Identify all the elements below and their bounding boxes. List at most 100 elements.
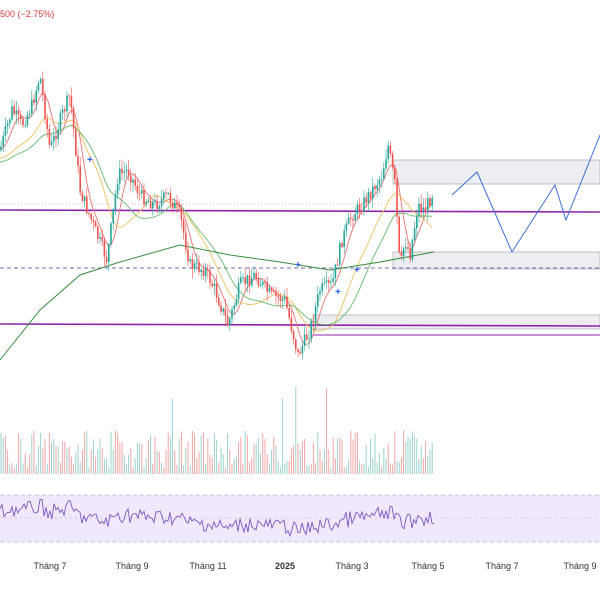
volume-bar bbox=[165, 449, 167, 474]
volume-bar bbox=[59, 462, 61, 474]
candle-body bbox=[147, 200, 150, 202]
volume-bar bbox=[70, 456, 72, 474]
volume-bar bbox=[110, 431, 112, 474]
moving-averages bbox=[0, 93, 435, 361]
candle-body bbox=[160, 198, 163, 207]
volume-bar bbox=[257, 438, 259, 474]
candle-body bbox=[94, 221, 97, 227]
volume-bar bbox=[326, 388, 328, 474]
volume-bar bbox=[95, 456, 97, 474]
volume-bar bbox=[308, 466, 310, 474]
volume-bar bbox=[136, 443, 138, 474]
level-line bbox=[0, 209, 600, 213]
candle-body bbox=[127, 169, 130, 176]
candle-body bbox=[270, 288, 273, 291]
volume-bar bbox=[381, 466, 383, 474]
volume-bar bbox=[55, 445, 57, 474]
candle-body bbox=[222, 308, 224, 312]
volume-bar bbox=[312, 442, 314, 474]
x-tick-label: Tháng 9 bbox=[115, 561, 148, 571]
volume-bar bbox=[121, 442, 123, 474]
candle-body bbox=[286, 296, 288, 308]
signal-marker-icon: + bbox=[335, 287, 341, 298]
volume-bar bbox=[37, 445, 39, 474]
candle-body bbox=[339, 243, 341, 265]
candle-body bbox=[427, 198, 429, 212]
candle-body bbox=[125, 169, 128, 172]
candle-body bbox=[198, 262, 200, 273]
volume-bar bbox=[361, 463, 363, 474]
candle-body bbox=[185, 232, 187, 250]
candle-body bbox=[209, 270, 211, 284]
volume-bar bbox=[295, 386, 297, 474]
projection-path bbox=[451, 134, 600, 254]
volume-bar bbox=[400, 457, 402, 474]
volume-bar bbox=[396, 460, 398, 474]
candle-body bbox=[385, 159, 387, 169]
volume-bar bbox=[383, 448, 385, 474]
volume-bar bbox=[196, 458, 198, 474]
candle-body bbox=[196, 262, 198, 264]
volume-bar bbox=[132, 467, 134, 474]
candle-body bbox=[138, 193, 141, 195]
candle-body bbox=[255, 273, 257, 279]
volume-bar bbox=[310, 463, 312, 474]
candle-body bbox=[301, 345, 304, 354]
candle-body bbox=[220, 305, 222, 312]
volume-bar bbox=[337, 438, 339, 474]
candle-body bbox=[279, 297, 282, 301]
candle-body bbox=[213, 283, 216, 286]
candle-body bbox=[154, 201, 156, 203]
volume-pane bbox=[0, 386, 433, 474]
volume-bar bbox=[180, 431, 182, 474]
volume-bar bbox=[262, 433, 264, 474]
candle-body bbox=[0, 146, 2, 150]
candle-body bbox=[103, 241, 106, 257]
volume-bar bbox=[328, 449, 330, 474]
volume-bar bbox=[31, 434, 33, 474]
volume-bar bbox=[125, 464, 127, 474]
candle-body bbox=[6, 123, 9, 127]
candle-body bbox=[191, 259, 194, 269]
candle-body bbox=[229, 318, 231, 326]
candle-body bbox=[182, 219, 185, 233]
volume-bar bbox=[35, 465, 37, 474]
candle-body bbox=[112, 209, 114, 224]
candle-body bbox=[31, 99, 33, 114]
candle-body bbox=[268, 288, 271, 292]
volume-bar bbox=[161, 462, 163, 474]
candle-body bbox=[350, 217, 352, 219]
candle-body bbox=[407, 247, 409, 250]
volume-bar bbox=[194, 433, 196, 474]
candle-body bbox=[310, 321, 312, 339]
volume-bar bbox=[187, 441, 189, 474]
candle-body bbox=[156, 201, 158, 210]
volume-bar bbox=[286, 460, 288, 474]
volume-bar bbox=[139, 443, 141, 474]
volume-bar bbox=[117, 433, 119, 474]
volume-bar bbox=[299, 450, 301, 474]
candle-body bbox=[116, 183, 119, 195]
volume-bar bbox=[420, 445, 422, 474]
candle-body bbox=[383, 168, 385, 180]
volume-bar bbox=[22, 463, 24, 474]
volume-bar bbox=[385, 458, 387, 474]
candle-body bbox=[244, 277, 246, 284]
volume-bar bbox=[53, 439, 55, 474]
candle-body bbox=[44, 94, 46, 119]
candle-body bbox=[189, 259, 191, 262]
volume-bar bbox=[33, 431, 35, 474]
candle-body bbox=[114, 194, 117, 210]
volume-bar bbox=[167, 432, 169, 474]
candle-body bbox=[145, 201, 147, 205]
candle-body bbox=[101, 237, 103, 242]
volume-bar bbox=[92, 439, 94, 474]
candle-body bbox=[400, 251, 403, 256]
candle-body bbox=[281, 298, 284, 301]
volume-bar bbox=[376, 462, 378, 474]
volume-bar bbox=[288, 460, 290, 474]
candle-body bbox=[266, 282, 268, 292]
candle-body bbox=[165, 192, 167, 194]
volume-bar bbox=[284, 463, 286, 474]
